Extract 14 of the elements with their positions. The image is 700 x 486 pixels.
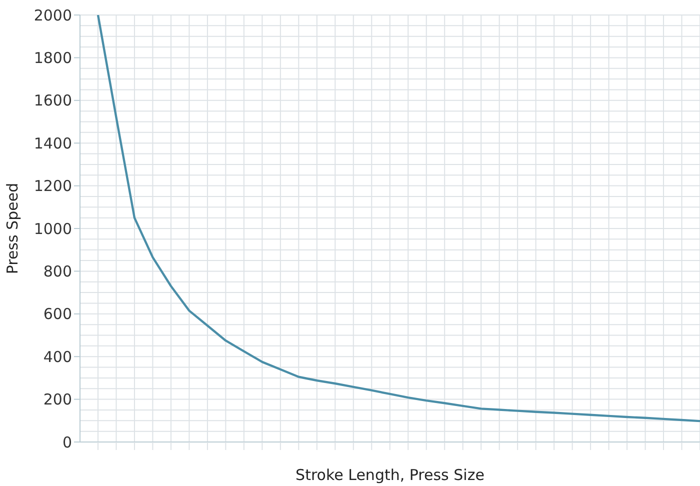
y-tick-label: 1200 xyxy=(34,177,72,196)
y-tick-label: 400 xyxy=(43,348,72,366)
y-tick-label: 800 xyxy=(43,262,72,281)
x-axis-title: Stroke Length, Press Size xyxy=(296,466,484,484)
y-tick-label: 600 xyxy=(43,305,72,324)
y-axis-title: Press Speed xyxy=(3,182,22,274)
y-tick-label: 200 xyxy=(43,390,72,409)
y-tick-label: 0 xyxy=(62,433,72,452)
y-tick-label: 1000 xyxy=(34,220,72,238)
y-tick-label: 1400 xyxy=(34,134,72,152)
y-tick-label: 1600 xyxy=(34,92,72,110)
y-tick-label: 2000 xyxy=(34,6,72,24)
y-tick-label: 1800 xyxy=(34,49,72,68)
line-series xyxy=(96,15,700,422)
